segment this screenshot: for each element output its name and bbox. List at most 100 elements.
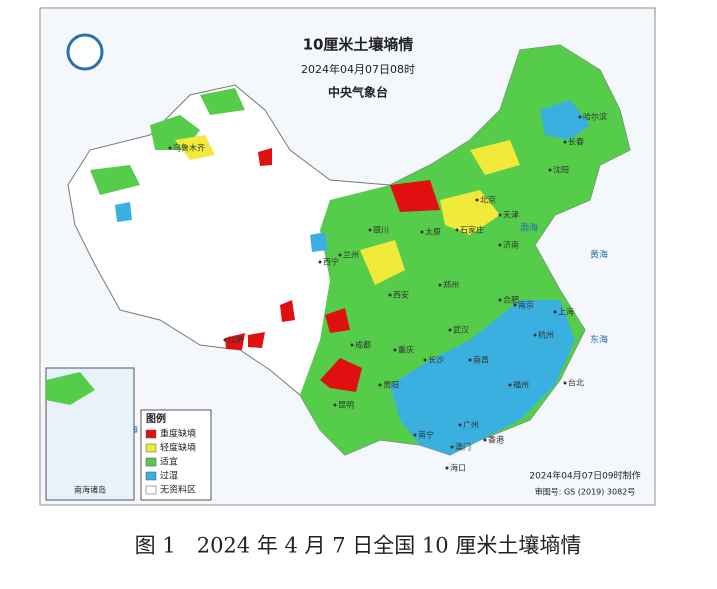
city-dot [318, 260, 322, 264]
severe-dry-region [225, 333, 245, 350]
legend [140, 409, 212, 501]
moderate-region [200, 88, 245, 115]
wet-region [390, 300, 575, 455]
legend-title: 图例 [146, 412, 166, 425]
dry-region [440, 190, 500, 235]
legend-swatch [145, 429, 157, 439]
sea-label: 黄海 [590, 249, 608, 261]
city-dot [350, 343, 354, 347]
city-dot [498, 213, 502, 217]
city-label: 昆明 [338, 401, 354, 410]
city-label: 拉萨 [228, 335, 244, 345]
city-dot [498, 298, 502, 302]
city-label: 西宁 [323, 257, 339, 267]
city-dot [483, 438, 487, 442]
severe-dry-region [320, 358, 362, 392]
sea-label: 渤海 [520, 222, 538, 234]
city-dot [468, 358, 472, 362]
wet-region [115, 202, 132, 222]
city-label: 广州 [463, 420, 479, 430]
city-label: 香港 [488, 435, 504, 445]
city-label: 西安 [393, 290, 409, 300]
city-label: 南昌 [473, 355, 489, 365]
city-label: 哈尔滨 [583, 112, 607, 122]
city-dot [450, 445, 454, 449]
legend-swatch [145, 443, 157, 453]
dry-region [175, 135, 215, 160]
map-time: 2024年04月07日08时 [301, 62, 415, 76]
legend-swatch [145, 471, 157, 481]
legend-swatch [145, 485, 157, 495]
legend-label: 过湿 [160, 470, 178, 482]
city-dot [338, 253, 342, 257]
legend-swatch [145, 457, 157, 467]
city-label: 北京 [480, 195, 496, 205]
city-dot [423, 358, 427, 362]
city-dot [513, 303, 517, 307]
caption: 图 1 2024 年 4 月 7 日全国 10 厘米土壤墒情 [135, 534, 582, 558]
moderate-region [90, 165, 140, 195]
city-label: 天津 [503, 210, 519, 220]
dry-region [360, 240, 405, 285]
city-dot [475, 198, 479, 202]
city-label: 合肥 [503, 295, 519, 305]
city-label: 太原 [425, 227, 441, 237]
legend-label: 无资料区 [160, 484, 196, 496]
severe-dry-region [248, 332, 265, 348]
city-label: 银川 [373, 225, 389, 235]
city-label: 贵阳 [383, 380, 399, 390]
city-dot [388, 293, 392, 297]
severe-dry-region [258, 148, 272, 166]
city-label: 澳门 [455, 442, 471, 452]
city-dot [578, 115, 582, 119]
city-dot [455, 228, 459, 232]
inset-label: 南海诸岛 [74, 485, 106, 495]
city-dot [393, 348, 397, 352]
city-dot [438, 283, 442, 287]
inset-land [46, 372, 95, 405]
map-title: 10厘米土壤墒情 [303, 36, 414, 54]
wet-region [540, 100, 590, 140]
city-label: 成都 [355, 340, 371, 350]
city-label: 南京 [518, 300, 534, 310]
city-label: 武汉 [453, 325, 469, 335]
legend-label: 适宜 [160, 456, 178, 468]
made-time: 2024年04月07日09时制作 [529, 470, 640, 482]
city-label: 兰州 [343, 250, 359, 260]
city-dot [420, 230, 424, 234]
city-dot [498, 243, 502, 247]
city-dot [508, 383, 512, 387]
city-dot [378, 383, 382, 387]
city-label: 重庆 [398, 345, 414, 355]
city-dot [223, 338, 227, 342]
city-dot [413, 433, 417, 437]
city-label: 台北 [568, 378, 584, 388]
city-dot [533, 333, 537, 337]
city-label: 杭州 [538, 330, 554, 340]
logo [66, 33, 104, 71]
city-dot [333, 403, 337, 407]
wet-region [310, 232, 328, 252]
city-label: 长沙 [428, 355, 444, 365]
city-label: 海口 [450, 463, 466, 473]
city-dot [563, 140, 567, 144]
city-dot [448, 328, 452, 332]
city-label: 上海 [558, 307, 574, 317]
city-dot [445, 466, 449, 470]
severe-dry-region [390, 180, 440, 212]
sea-label: 东海 [590, 334, 608, 346]
legend-label: 轻度缺墒 [160, 442, 196, 454]
agency: 中央气象台 [328, 85, 388, 100]
city-dot [368, 228, 372, 232]
city-label: 郑州 [443, 280, 459, 290]
severe-dry-region [325, 308, 350, 333]
city-label: 长春 [568, 137, 584, 147]
city-label: 南宁 [418, 430, 434, 440]
legend-label: 重度缺墒 [160, 428, 196, 440]
city-label: 沈阳 [553, 165, 569, 175]
severe-dry-region [280, 300, 295, 322]
city-label: 福州 [513, 381, 529, 390]
